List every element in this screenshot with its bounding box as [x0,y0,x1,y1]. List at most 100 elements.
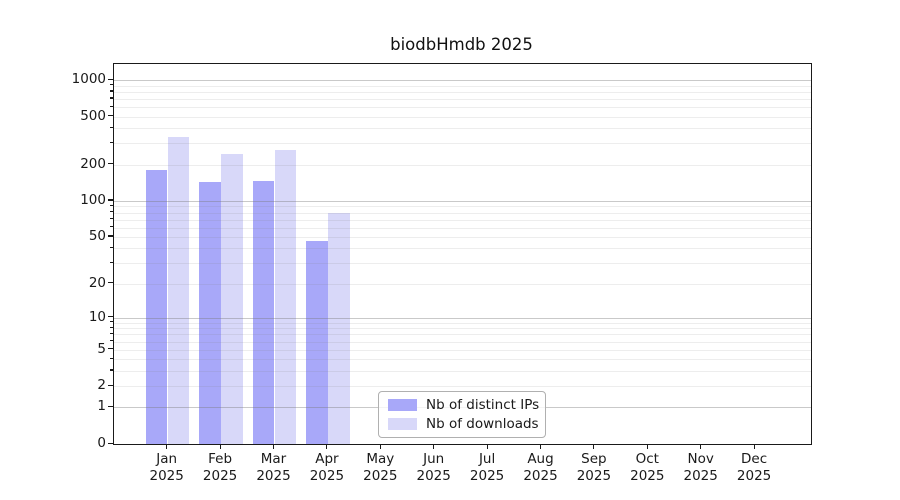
gridline-minor [114,328,811,330]
y-tick-mark [108,442,113,444]
x-tick-mark [646,444,648,449]
bar-distinct-ips [146,170,168,444]
legend-swatch-downloads [388,417,417,431]
x-tick-mark [166,444,168,449]
y-minor-tick-mark [110,261,113,263]
gridline-minor [114,107,811,109]
gridline-minor [114,248,811,250]
y-tick-mark [108,282,113,284]
y-tick-label: 500 [80,107,106,124]
gridline-minor [114,370,811,372]
gridline-major [114,80,811,82]
y-tick-mark [108,115,113,117]
x-tick-mark [486,444,488,449]
y-tick-label: 100 [80,191,106,208]
x-tick-label: Feb 2025 [202,451,238,484]
bar-downloads [221,154,243,444]
x-tick-mark [379,444,381,449]
legend-label-downloads: Nb of downloads [426,416,539,432]
y-minor-tick-mark [110,105,113,107]
gridline-minor [114,359,811,361]
y-tick-mark [108,405,113,408]
y-minor-tick-mark [110,141,113,144]
y-minor-tick-mark [110,90,113,92]
bar-distinct-ips [252,181,275,444]
x-tick-mark [753,444,755,449]
gridline-minor [114,236,811,238]
bar-distinct-ips [199,181,221,444]
y-minor-tick-mark [110,226,113,228]
y-tick-mark [108,163,113,165]
gridline-minor [114,322,811,324]
y-tick-mark [108,199,113,201]
y-minor-tick-mark [110,246,113,249]
y-tick-label: 50 [88,227,106,244]
x-tick-mark [272,444,275,449]
x-tick-label: May 2025 [363,451,398,484]
gridline-minor [114,85,811,87]
y-tick-label: 2 [97,377,106,394]
gridline-minor [114,164,811,166]
y-minor-tick-mark [110,126,113,129]
x-tick-label: Nov 2025 [683,451,718,484]
x-tick-mark [593,444,595,449]
gridline-minor [114,349,811,351]
x-tick-label: Jan 2025 [149,451,184,484]
gridline-minor [114,116,811,118]
y-tick-label: 20 [88,274,106,291]
legend: Nb of distinct IPs Nb of downloads [378,391,546,438]
y-tick-mark [108,235,113,237]
y-minor-tick-mark [110,321,113,323]
gridline-minor [114,227,811,229]
y-minor-tick-mark [110,97,113,99]
y-minor-tick-mark [110,84,113,86]
y-tick-mark [108,384,113,386]
x-tick-mark [326,444,328,449]
gridline-minor [114,219,811,221]
gridline-minor [114,98,811,100]
gridline-minor [114,91,811,93]
x-tick-mark [539,444,542,449]
x-tick-label: Aug 2025 [523,451,558,484]
gridline-minor [114,263,811,265]
y-minor-tick-mark [110,369,113,371]
bar-downloads [328,212,350,444]
y-tick-label: 0 [97,435,106,451]
y-tick-mark [108,348,113,350]
legend-item-distinct-ips: Nb of distinct IPs [388,397,540,413]
gridline-minor [114,212,811,214]
y-tick-label: 1 [97,398,106,415]
legend-item-downloads: Nb of downloads [388,416,539,432]
gridline-minor [114,334,811,336]
x-tick-label: Sep 2025 [576,451,612,484]
x-tick-mark [700,444,702,449]
x-tick-label: Jun 2025 [416,451,451,484]
x-tick-mark [433,444,435,449]
y-tick-mark [108,78,113,80]
gridline-minor [114,386,811,388]
x-tick-label: Mar 2025 [256,451,291,484]
x-tick-label: Apr 2025 [309,451,345,484]
y-minor-tick-mark [110,326,113,328]
bar-distinct-ips [306,241,328,444]
y-tick-mark [108,316,113,318]
x-tick-label: Dec 2025 [736,451,772,484]
y-minor-tick-mark [110,204,113,207]
chart-title: biodbHmdb 2025 [390,35,533,54]
legend-label-distinct-ips: Nb of distinct IPs [426,397,540,413]
y-minor-tick-mark [110,357,113,359]
y-minor-tick-mark [110,211,113,213]
plot-area [113,63,812,445]
gridline-minor [114,341,811,343]
gridline-minor [114,128,811,130]
y-tick-label: 10 [88,308,106,325]
bar-downloads [168,136,190,444]
gridline-minor [114,206,811,208]
y-minor-tick-mark [110,332,113,335]
legend-swatch-distinct-ips [388,398,417,412]
y-minor-tick-mark [110,340,113,342]
gridline-minor [114,283,811,285]
x-tick-label: Oct 2025 [630,451,665,484]
gridline-major [114,317,811,319]
